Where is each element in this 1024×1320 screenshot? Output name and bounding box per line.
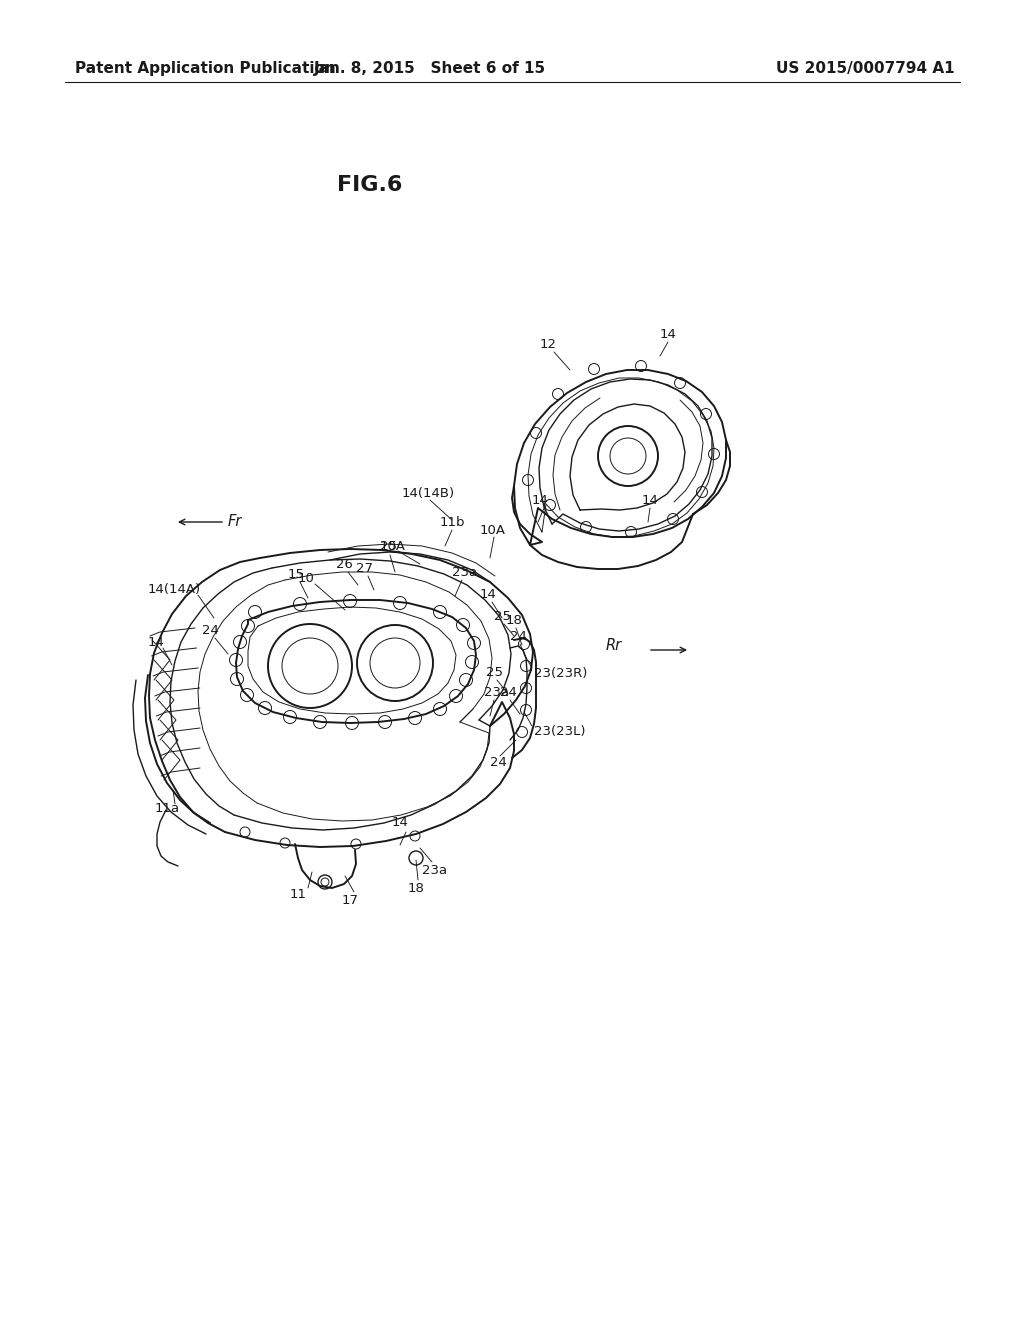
Text: 10A: 10A (380, 540, 406, 553)
Text: 11: 11 (290, 888, 307, 902)
Text: 23a: 23a (422, 863, 447, 876)
Text: Rr: Rr (606, 638, 623, 652)
Text: 23a: 23a (484, 686, 509, 700)
Text: 14(14B): 14(14B) (402, 487, 455, 500)
Text: 24: 24 (490, 755, 507, 768)
Text: 11b: 11b (440, 516, 466, 528)
Text: 27: 27 (356, 562, 373, 576)
Text: 14: 14 (660, 327, 677, 341)
Text: 25: 25 (380, 540, 397, 553)
Text: 24: 24 (500, 686, 517, 700)
Text: FIG.6: FIG.6 (337, 176, 402, 195)
Text: 23(23L): 23(23L) (534, 726, 586, 738)
Text: 23a: 23a (452, 566, 477, 579)
Text: 18: 18 (506, 614, 523, 627)
Text: 14: 14 (480, 589, 497, 602)
Text: Patent Application Publication: Patent Application Publication (75, 61, 336, 75)
Text: 10: 10 (298, 573, 314, 586)
Text: 18: 18 (408, 882, 425, 895)
Text: 14: 14 (148, 635, 165, 648)
Text: 25: 25 (494, 610, 511, 623)
Text: 15: 15 (288, 569, 305, 582)
Text: 14: 14 (392, 816, 409, 829)
Text: 24: 24 (510, 631, 527, 644)
Text: 11a: 11a (155, 801, 180, 814)
Text: US 2015/0007794 A1: US 2015/0007794 A1 (776, 61, 955, 75)
Text: 14: 14 (532, 494, 549, 507)
Text: 10A: 10A (480, 524, 506, 536)
Text: 14: 14 (642, 494, 658, 507)
Text: Fr: Fr (228, 515, 243, 529)
Text: 12: 12 (540, 338, 557, 351)
Text: 25: 25 (486, 667, 503, 680)
Text: 23(23R): 23(23R) (534, 668, 588, 681)
Text: 14(14A): 14(14A) (148, 583, 201, 597)
Text: 17: 17 (342, 894, 359, 907)
Text: Jan. 8, 2015   Sheet 6 of 15: Jan. 8, 2015 Sheet 6 of 15 (314, 61, 546, 75)
Text: 26: 26 (336, 558, 353, 572)
Text: 24: 24 (202, 623, 219, 636)
